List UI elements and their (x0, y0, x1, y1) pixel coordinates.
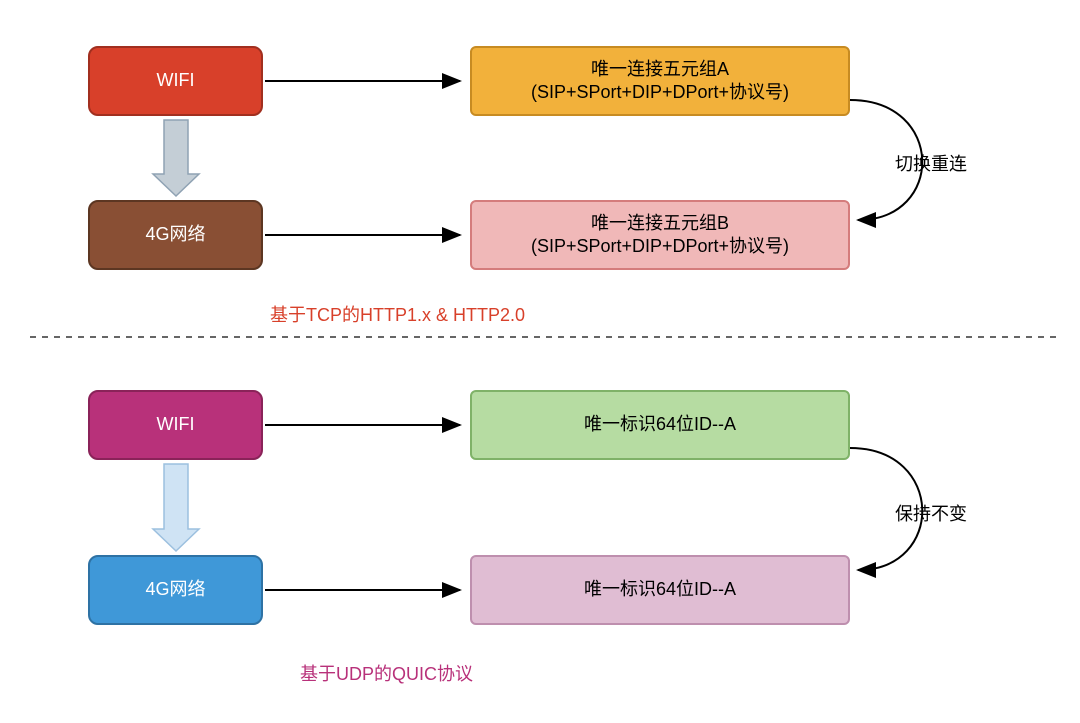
node-label: 唯一标识64位ID--A (584, 578, 736, 601)
node-line1: 唯一连接五元组A (591, 58, 729, 81)
block-arrow-bottom (153, 464, 199, 551)
block-arrow-top (153, 120, 199, 196)
side-label-text: 切换重连 (895, 154, 967, 174)
caption-text: 基于TCP的HTTP1.x & HTTP2.0 (270, 305, 525, 325)
side-label-text: 保持不变 (895, 504, 967, 524)
node-line1: 唯一连接五元组B (591, 212, 729, 235)
node-line2: (SIP+SPort+DIP+DPort+协议号) (531, 81, 789, 104)
caption-text: 基于UDP的QUIC协议 (300, 664, 473, 684)
node-label: WIFI (157, 413, 195, 436)
node-label: 4G网络 (145, 578, 205, 601)
node-label: 4G网络 (145, 223, 205, 246)
node-4g-top: 4G网络 (88, 200, 263, 270)
node-tuple-a: 唯一连接五元组A (SIP+SPort+DIP+DPort+协议号) (470, 46, 850, 116)
node-line2: (SIP+SPort+DIP+DPort+协议号) (531, 235, 789, 258)
node-wifi-top: WIFI (88, 46, 263, 116)
node-wifi-bottom: WIFI (88, 390, 263, 460)
caption-tcp: 基于TCP的HTTP1.x & HTTP2.0 (270, 301, 525, 327)
node-label: 唯一标识64位ID--A (584, 413, 736, 436)
caption-udp: 基于UDP的QUIC协议 (300, 660, 473, 686)
side-label-bottom: 保持不变 (895, 500, 967, 526)
node-id-a: 唯一标识64位ID--A (470, 390, 850, 460)
node-label: WIFI (157, 69, 195, 92)
side-label-top: 切换重连 (895, 150, 967, 176)
node-id-b: 唯一标识64位ID--A (470, 555, 850, 625)
node-4g-bottom: 4G网络 (88, 555, 263, 625)
node-tuple-b: 唯一连接五元组B (SIP+SPort+DIP+DPort+协议号) (470, 200, 850, 270)
